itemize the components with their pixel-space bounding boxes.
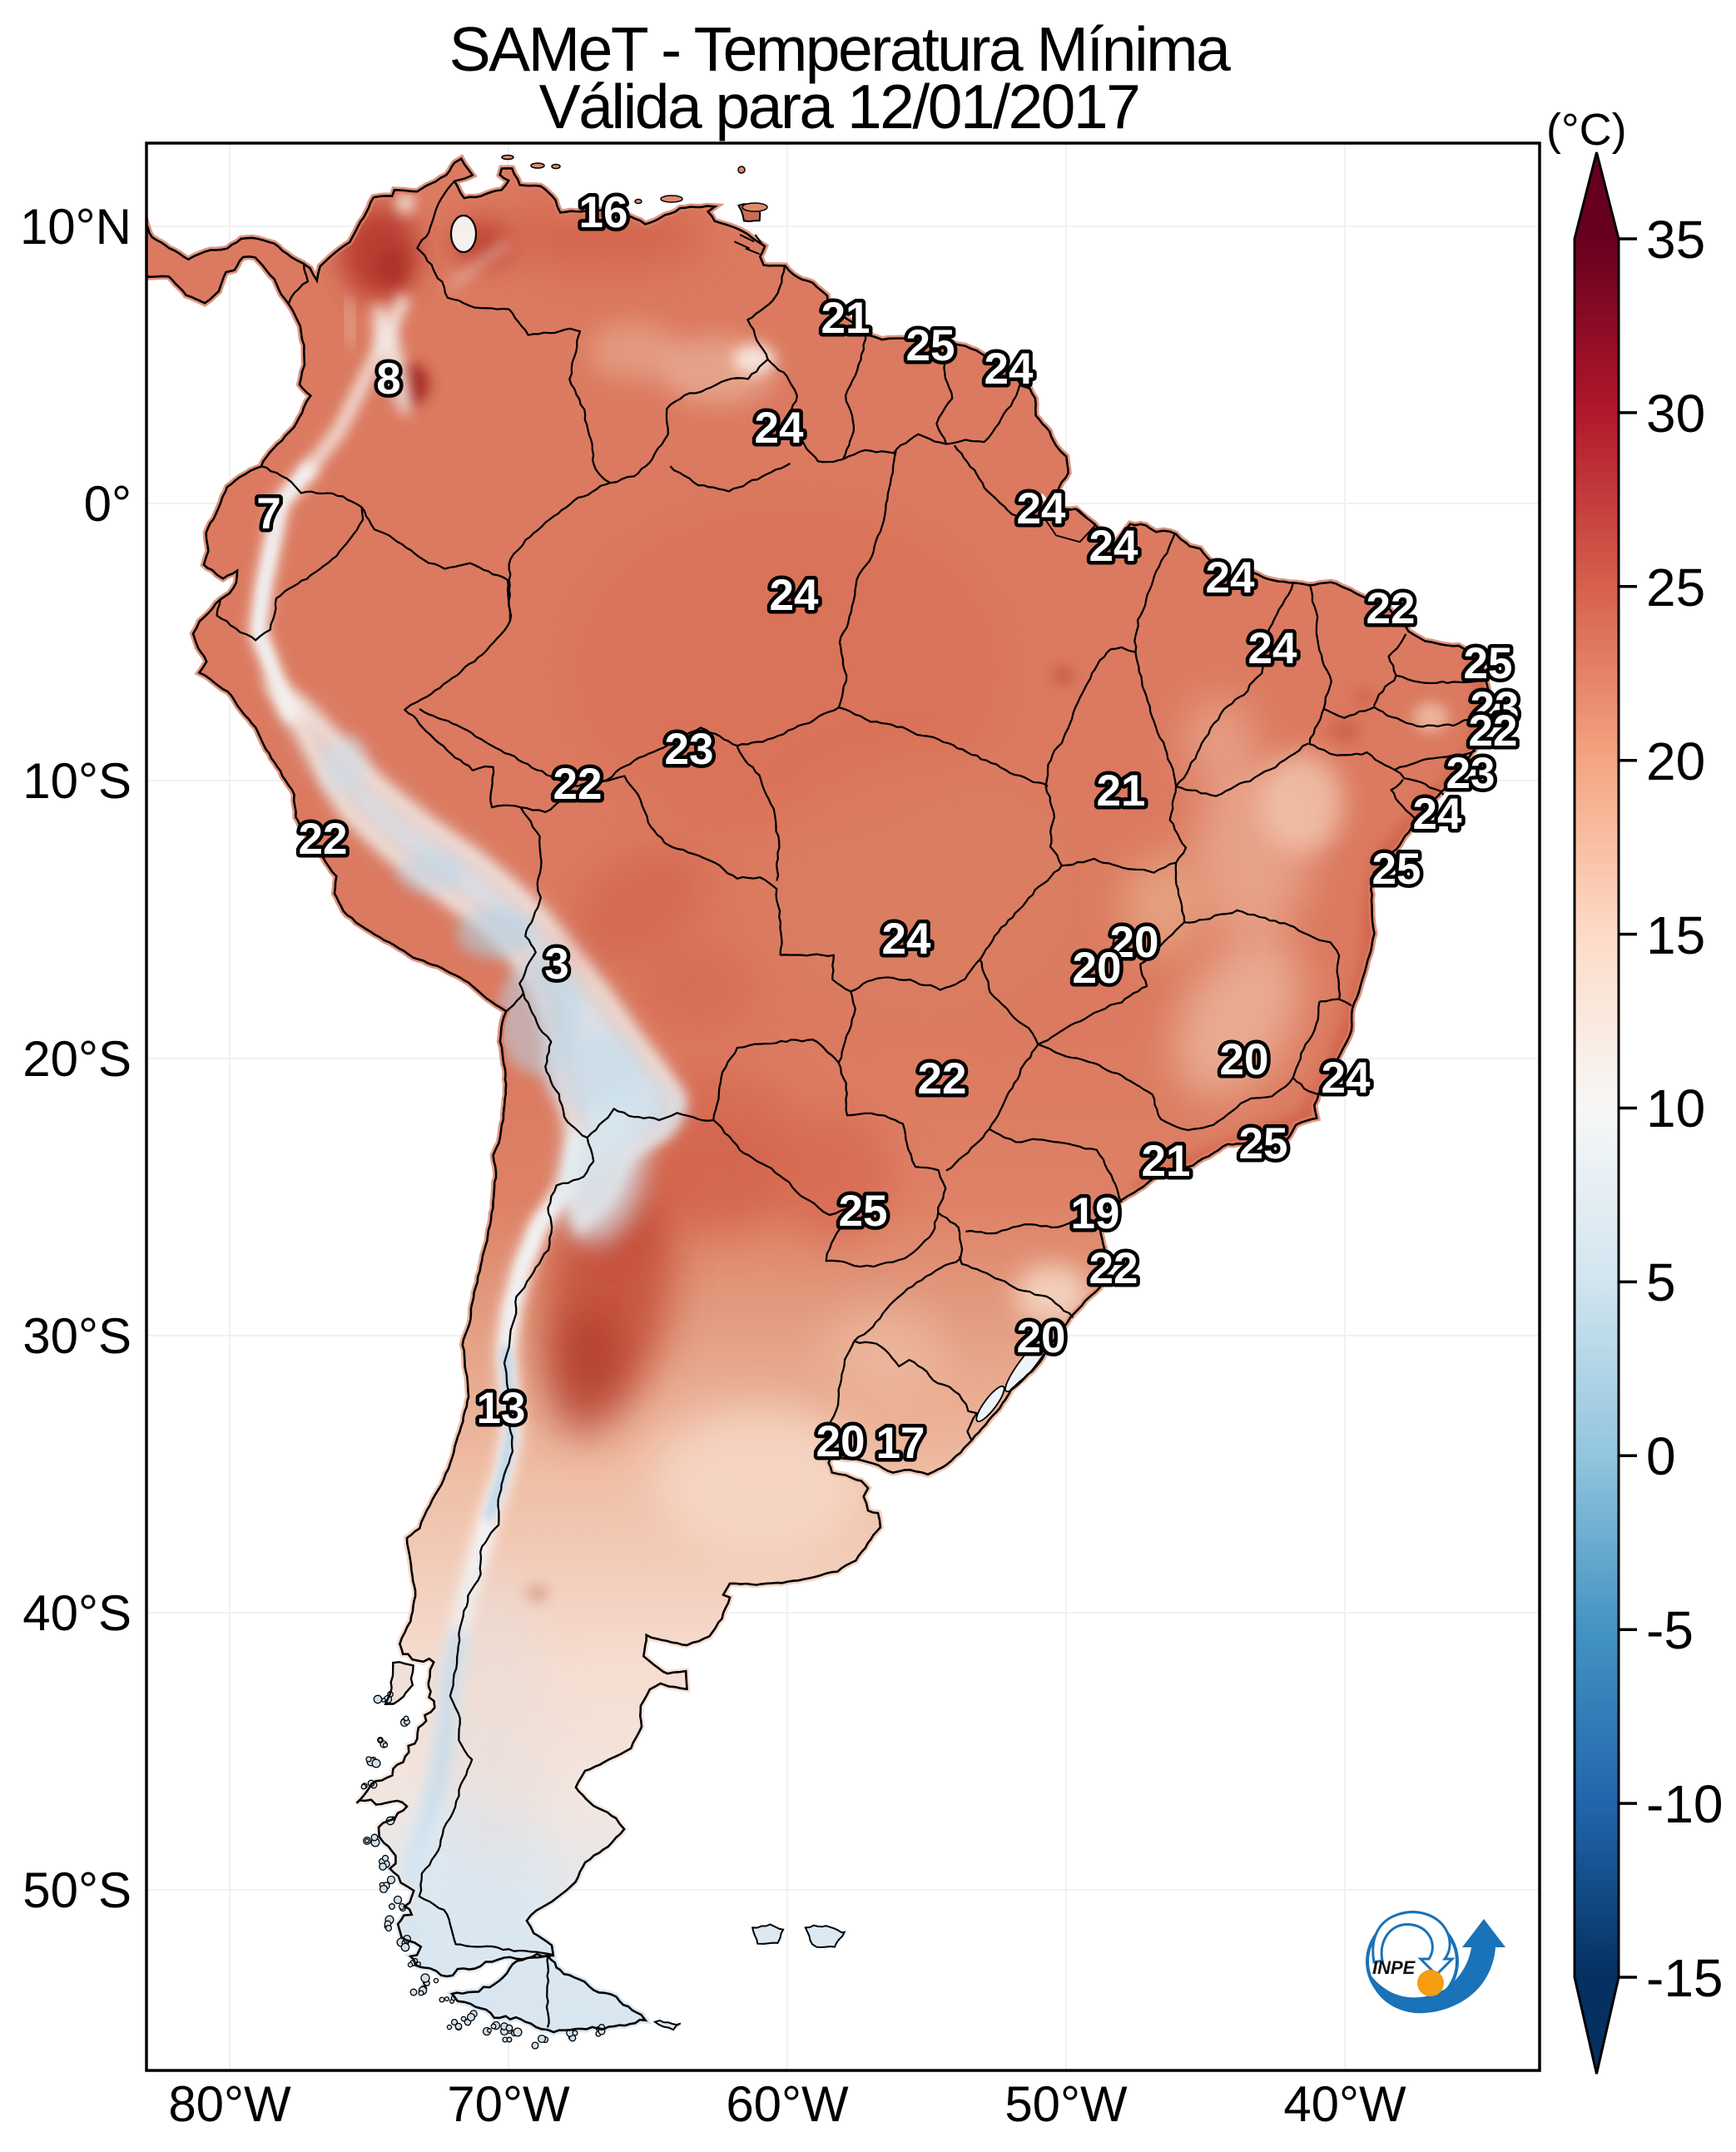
svg-text:40°S: 40°S [22,1585,131,1641]
svg-text:25: 25 [1646,558,1705,617]
svg-text:22: 22 [1366,584,1416,633]
svg-text:20: 20 [816,1417,866,1466]
svg-text:0°: 0° [84,476,131,532]
svg-text:24: 24 [1017,484,1066,533]
svg-text:25: 25 [839,1187,888,1236]
svg-text:5: 5 [1646,1252,1676,1312]
svg-text:24: 24 [1413,790,1462,839]
svg-text:50°W: 50°W [1004,2076,1128,2132]
svg-text:25: 25 [1239,1119,1288,1168]
svg-text:60°W: 60°W [726,2076,849,2132]
svg-text:-5: -5 [1646,1600,1694,1660]
svg-text:23: 23 [665,725,714,774]
svg-text:24: 24 [1248,624,1297,673]
svg-text:50°S: 50°S [22,1862,131,1918]
svg-text:Válida para 12/01/2017: Válida para 12/01/2017 [539,72,1139,141]
svg-text:30: 30 [1646,384,1705,444]
svg-text:22: 22 [299,815,348,864]
svg-text:10°N: 10°N [20,199,131,255]
svg-text:24: 24 [1089,522,1138,571]
svg-text:25: 25 [1464,639,1513,688]
svg-text:23: 23 [1446,749,1495,798]
svg-text:-10: -10 [1646,1774,1724,1834]
svg-text:20°S: 20°S [22,1031,131,1087]
svg-text:20: 20 [1073,944,1122,993]
svg-text:70°W: 70°W [447,2076,570,2132]
svg-text:10: 10 [1646,1078,1705,1138]
svg-text:7: 7 [256,489,280,538]
svg-text:21: 21 [1142,1137,1191,1186]
svg-text:3: 3 [544,940,568,989]
svg-text:15: 15 [1646,905,1705,965]
svg-text:10°S: 10°S [22,753,131,809]
svg-text:SAMeT - Temperatura Mínima: SAMeT - Temperatura Mínima [449,14,1232,84]
svg-text:80°W: 80°W [168,2076,291,2132]
svg-text:24: 24 [1322,1054,1371,1103]
svg-text:30°S: 30°S [22,1308,131,1364]
svg-text:22: 22 [918,1054,967,1103]
svg-text:25: 25 [906,321,955,370]
svg-text:20: 20 [1017,1313,1066,1362]
svg-text:20: 20 [1110,918,1159,967]
svg-text:-15: -15 [1646,1948,1724,2008]
svg-text:24: 24 [985,345,1034,394]
svg-text:(°C): (°C) [1546,105,1627,155]
svg-text:8: 8 [376,355,400,404]
svg-text:24: 24 [882,915,931,964]
svg-text:22: 22 [1469,707,1518,756]
svg-text:23: 23 [1471,683,1520,732]
svg-text:35: 35 [1646,210,1705,270]
svg-text:40°W: 40°W [1283,2076,1406,2132]
svg-text:0: 0 [1646,1426,1676,1486]
svg-text:24: 24 [1206,553,1255,602]
svg-text:24: 24 [770,571,819,620]
svg-text:17: 17 [876,1419,925,1468]
svg-text:20: 20 [1220,1035,1269,1084]
svg-text:22: 22 [553,760,603,809]
svg-text:19: 19 [1071,1189,1120,1238]
svg-text:21: 21 [1097,766,1146,816]
svg-text:INPE: INPE [1372,1957,1416,1978]
svg-text:13: 13 [477,1384,526,1433]
svg-text:25: 25 [1372,845,1421,894]
svg-text:21: 21 [821,294,870,343]
svg-text:16: 16 [579,188,628,237]
svg-text:20: 20 [1646,731,1705,791]
svg-text:22: 22 [1089,1244,1138,1293]
svg-text:24: 24 [755,404,804,453]
